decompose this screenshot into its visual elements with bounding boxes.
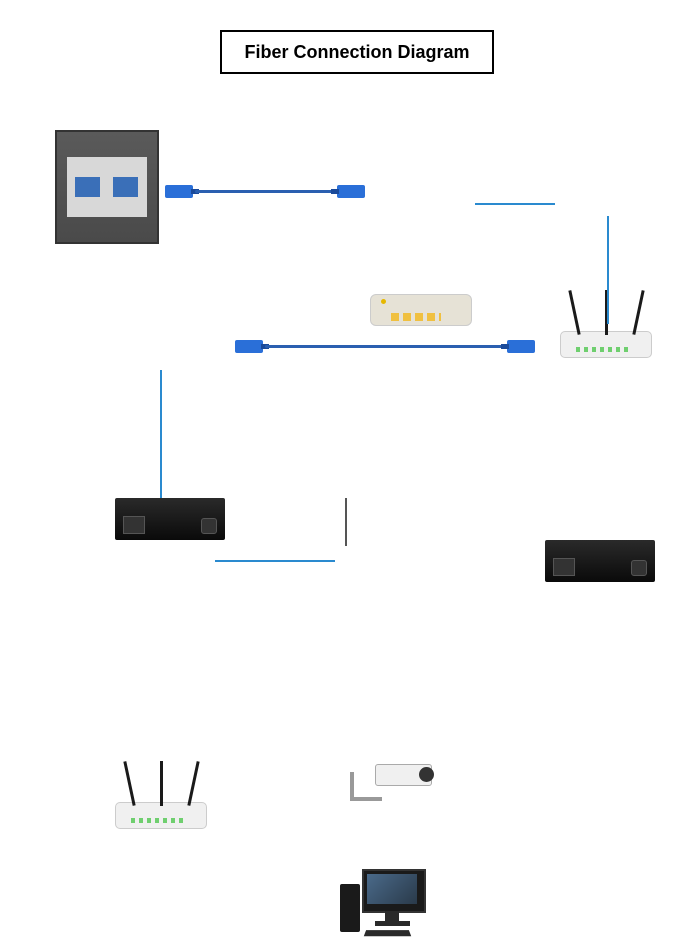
- distribution-box: [55, 130, 159, 244]
- fiber-cable-top: [165, 185, 365, 199]
- ethernet-mc-to-router: [160, 370, 162, 498]
- ip-camera: [350, 764, 430, 804]
- media-converter-left: [115, 498, 225, 540]
- ethernet-ont-router: [475, 203, 555, 205]
- camera-mount-line: [345, 498, 347, 546]
- ont-modem: [370, 294, 472, 326]
- fiber-cable-mid: [235, 340, 535, 354]
- wifi-router-bottom: [115, 802, 207, 829]
- ethernet-router-to-mc: [607, 216, 609, 324]
- ethernet-router-to-pc: [215, 560, 335, 562]
- monitor-pc: [340, 869, 430, 939]
- wifi-router-top: [560, 331, 652, 358]
- diagram-title: Fiber Connection Diagram: [220, 30, 494, 74]
- media-converter-right: [545, 540, 655, 582]
